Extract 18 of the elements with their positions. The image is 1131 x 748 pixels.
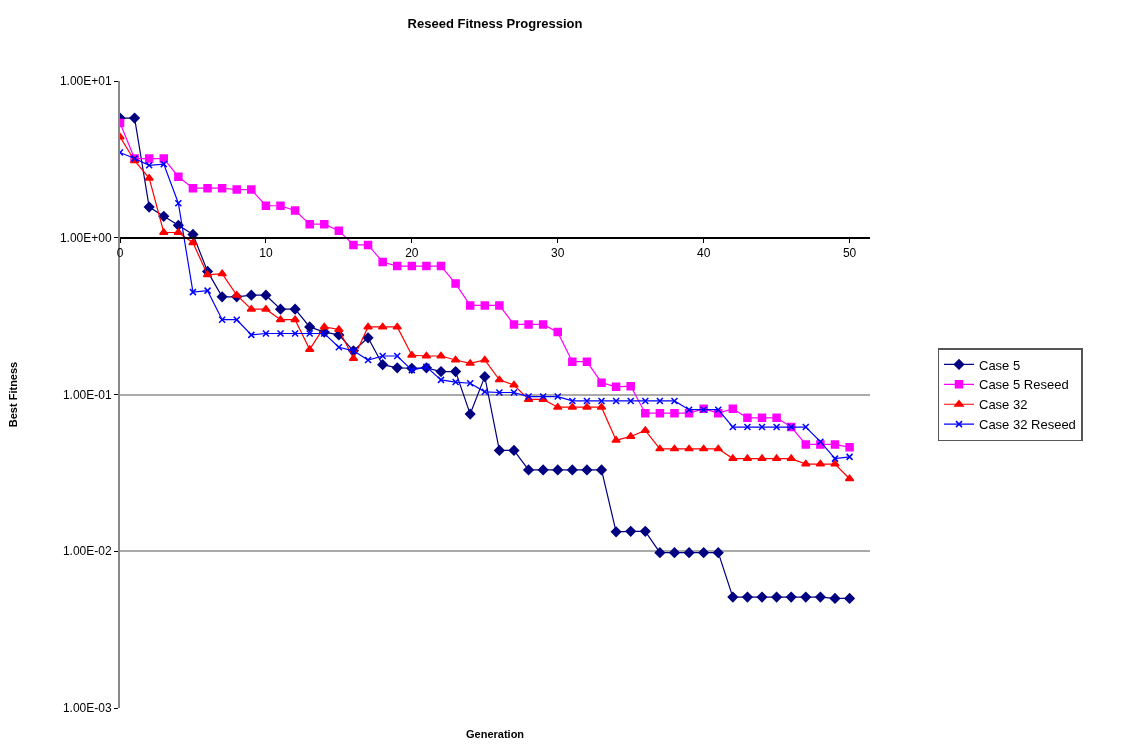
y-tick-label: 1.00E-01 xyxy=(62,387,112,402)
x-tick-label: 0 xyxy=(116,246,124,261)
x-tick-label: 50 xyxy=(842,246,857,261)
x-tick-label: 40 xyxy=(696,246,711,261)
legend-label: Case 32 Reseed xyxy=(979,417,1076,433)
legend-label: Case 5 xyxy=(979,357,1021,373)
chart-title: Reseed Fitness Progression xyxy=(407,15,583,31)
x-tick-label: 30 xyxy=(551,246,565,261)
y-tick-label: 1.00E-03 xyxy=(62,701,112,716)
y-tick-label: 1.00E-02 xyxy=(62,544,112,559)
x-axis-title: Generation xyxy=(466,728,525,740)
x-tick-label: 10 xyxy=(259,246,273,261)
y-tick-label: 1.00E+00 xyxy=(59,230,112,245)
legend-label: Case 32 xyxy=(979,397,1028,413)
y-tick-label: 1.00E+01 xyxy=(59,74,112,89)
x-tick-label: 20 xyxy=(405,246,419,261)
y-axis-title: Best Fitness xyxy=(7,361,20,428)
legend-label: Case 5 Reseed xyxy=(979,377,1069,393)
